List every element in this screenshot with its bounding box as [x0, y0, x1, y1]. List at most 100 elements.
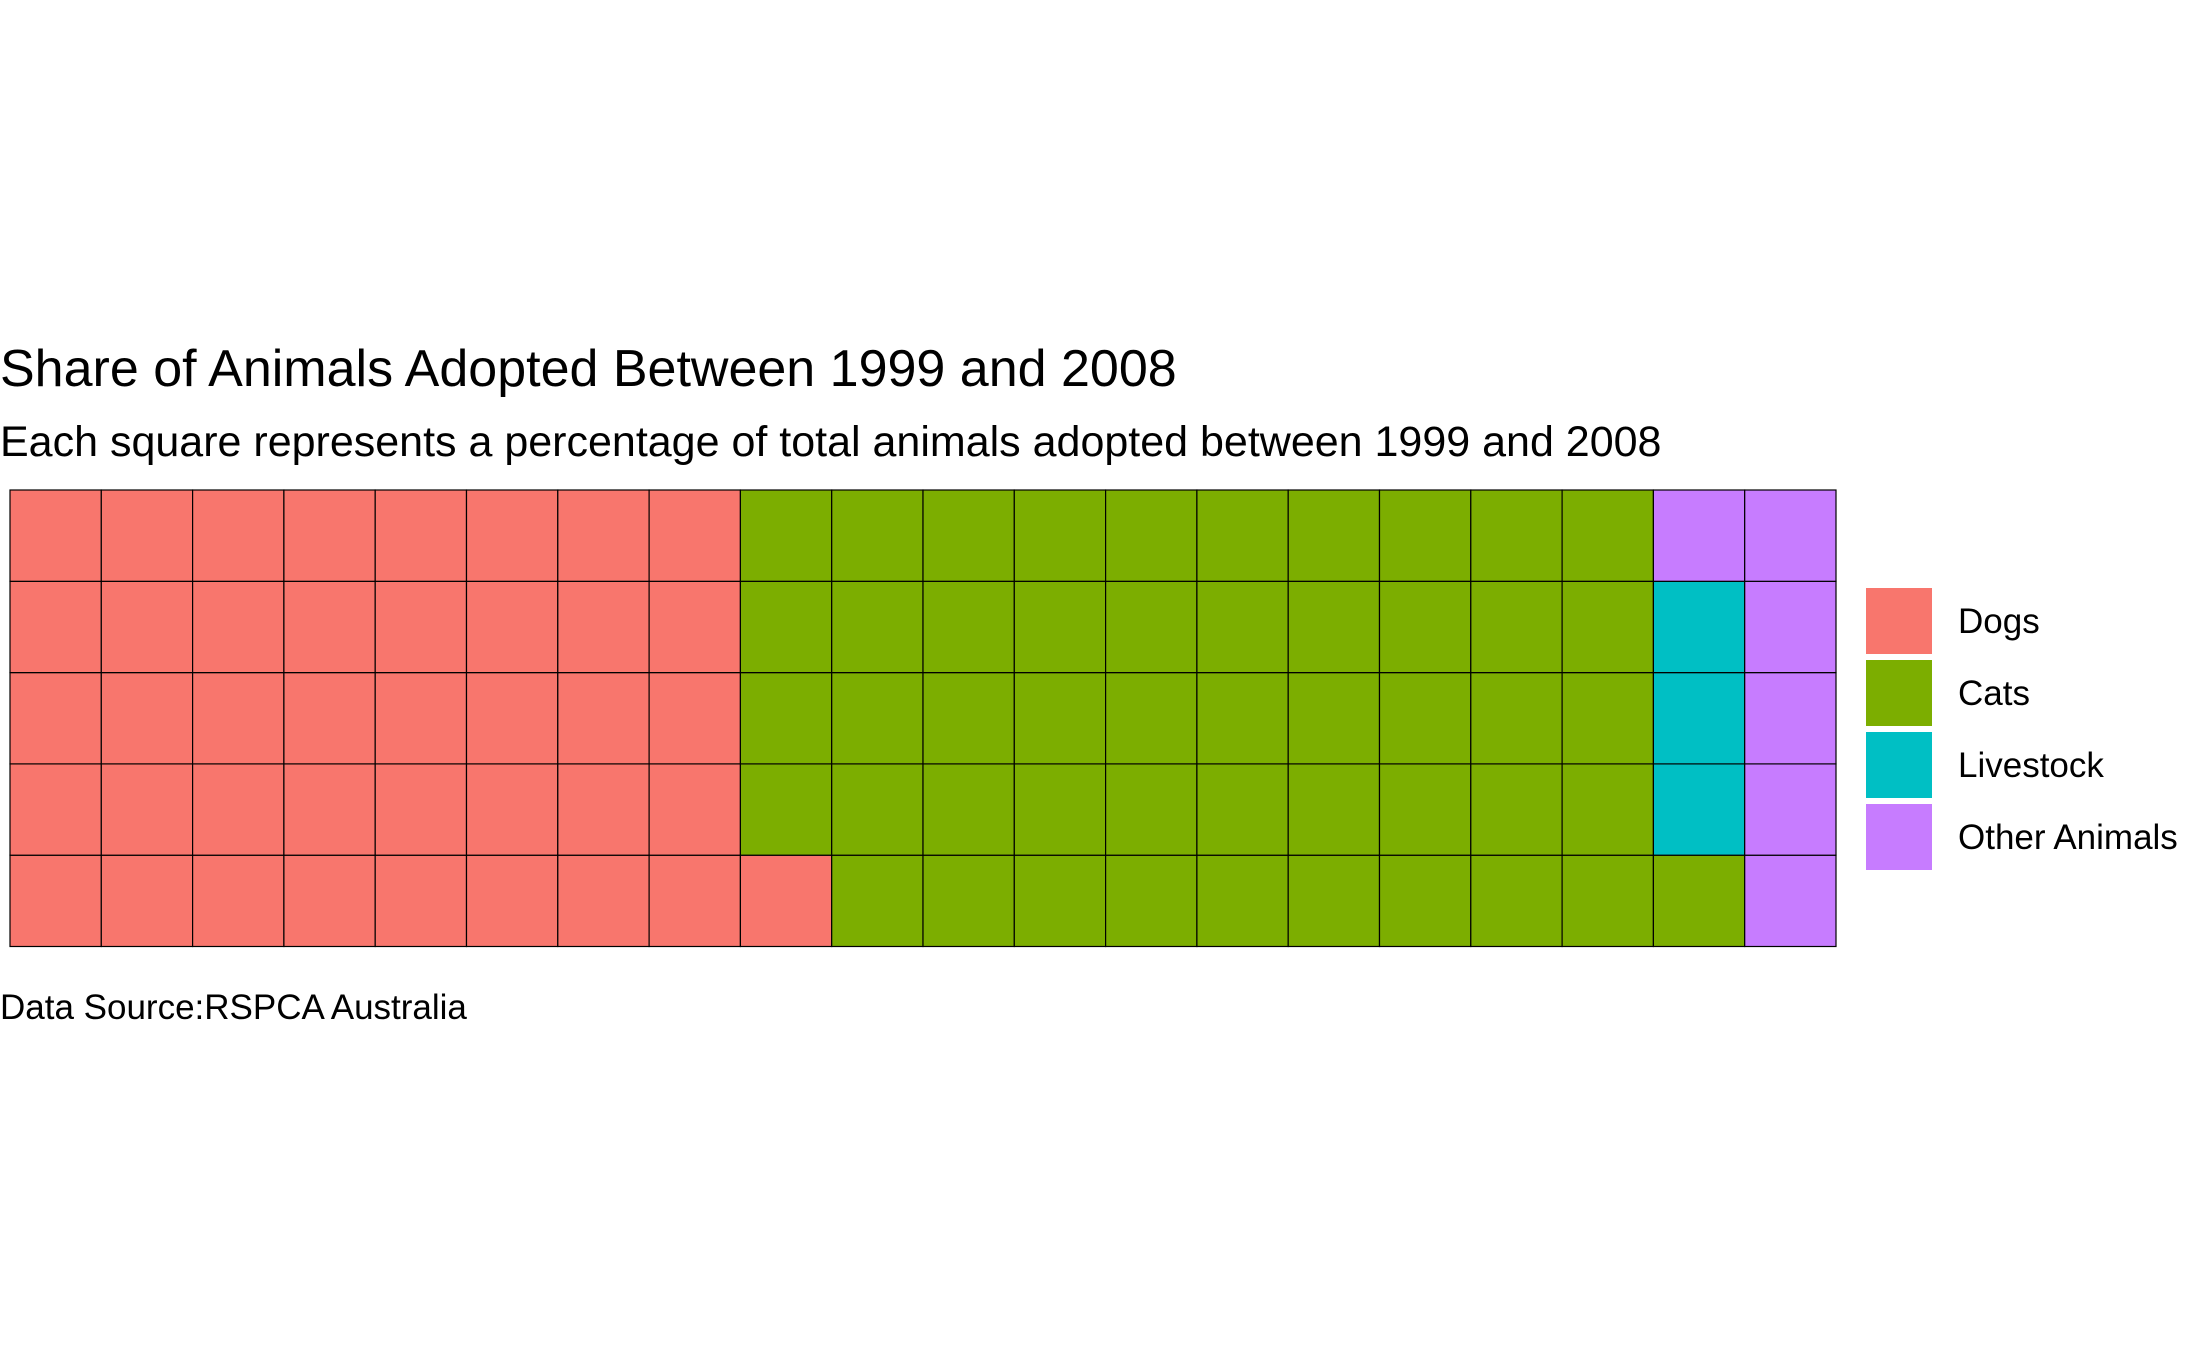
waffle-square-cats [1287, 763, 1381, 856]
waffle-square-dogs [100, 854, 194, 948]
waffle-square-dogs [9, 854, 102, 948]
chart-caption: Data Source:RSPCA Australia [0, 988, 467, 1027]
waffle-square-cats [1378, 854, 1472, 948]
legend-key-livestock [1866, 732, 1932, 798]
waffle-square-dogs [557, 489, 650, 582]
waffle-square-cats [1104, 763, 1198, 856]
legend-key-dogs [1866, 588, 1932, 654]
waffle-square-dogs [557, 580, 650, 674]
waffle-square-dogs [100, 580, 194, 674]
waffle-square-dogs [100, 671, 194, 765]
waffle-square-dogs [283, 763, 376, 856]
waffle-square-dogs [465, 580, 559, 674]
waffle-square-dogs [648, 580, 741, 674]
waffle-square-cats [1470, 763, 1563, 856]
waffle-square-dogs [374, 671, 468, 765]
waffle-square-cats [1196, 854, 1289, 948]
waffle-square-cats [1013, 580, 1107, 674]
waffle-square-dogs [739, 854, 833, 948]
waffle-square-cats [1561, 854, 1654, 948]
waffle-square-dogs [100, 763, 194, 856]
waffle-square-cats [1013, 854, 1107, 948]
waffle-square-cats [1104, 489, 1198, 582]
waffle-square-dogs [465, 763, 559, 856]
waffle-square-cats [1561, 763, 1654, 856]
waffle-square-dogs [192, 671, 285, 765]
waffle-square-dogs [557, 854, 650, 948]
waffle-square-livestock [1652, 763, 1746, 856]
waffle-square-dogs [374, 763, 468, 856]
waffle-grid [9, 489, 1837, 948]
waffle-square-dogs [465, 489, 559, 582]
waffle-square-other-animals [1744, 854, 1837, 948]
legend-label-other-animals: Other Animals [1958, 818, 2178, 857]
waffle-square-cats [1561, 489, 1654, 582]
waffle-square-cats [1378, 489, 1472, 582]
waffle-square-cats [1470, 489, 1563, 582]
waffle-square-other-animals [1744, 489, 1837, 582]
waffle-square-cats [1196, 580, 1289, 674]
chart-title: Share of Animals Adopted Between 1999 an… [0, 340, 1177, 398]
waffle-square-cats [1470, 671, 1563, 765]
waffle-square-dogs [9, 763, 102, 856]
waffle-square-cats [1104, 580, 1198, 674]
waffle-square-cats [1287, 489, 1381, 582]
waffle-square-cats [831, 580, 924, 674]
waffle-square-cats [739, 580, 833, 674]
waffle-square-cats [1196, 671, 1289, 765]
waffle-square-cats [1104, 854, 1198, 948]
waffle-square-other-animals [1744, 671, 1837, 765]
waffle-square-dogs [374, 854, 468, 948]
waffle-square-cats [922, 580, 1015, 674]
waffle-square-livestock [1652, 580, 1746, 674]
waffle-square-cats [1196, 489, 1289, 582]
waffle-square-dogs [283, 580, 376, 674]
chart-subtitle: Each square represents a percentage of t… [0, 418, 1661, 466]
waffle-square-dogs [192, 580, 285, 674]
waffle-square-livestock [1652, 671, 1746, 765]
waffle-square-cats [831, 671, 924, 765]
legend-label-dogs: Dogs [1958, 602, 2040, 641]
waffle-square-cats [831, 763, 924, 856]
waffle-square-cats [1470, 580, 1563, 674]
waffle-square-dogs [648, 671, 741, 765]
waffle-square-cats [1287, 580, 1381, 674]
waffle-square-cats [922, 671, 1015, 765]
waffle-square-dogs [557, 671, 650, 765]
waffle-square-other-animals [1744, 763, 1837, 856]
legend: Dogs Cats Livestock Other Animals [1866, 588, 2178, 870]
waffle-square-dogs [9, 671, 102, 765]
waffle-square-cats [1013, 763, 1107, 856]
waffle-square-other-animals [1652, 489, 1746, 582]
waffle-square-cats [739, 763, 833, 856]
waffle-square-cats [1378, 671, 1472, 765]
waffle-square-cats [739, 489, 833, 582]
waffle-square-dogs [192, 763, 285, 856]
waffle-square-cats [1652, 854, 1746, 948]
legend-key-other-animals [1866, 804, 1932, 870]
waffle-square-cats [1470, 854, 1563, 948]
waffle-square-cats [1013, 489, 1107, 582]
waffle-square-cats [739, 671, 833, 765]
waffle-square-dogs [192, 854, 285, 948]
waffle-square-dogs [648, 854, 741, 948]
waffle-square-dogs [192, 489, 285, 582]
waffle-square-cats [1196, 763, 1289, 856]
waffle-square-other-animals [1744, 580, 1837, 674]
waffle-square-dogs [374, 580, 468, 674]
legend-key-cats [1866, 660, 1932, 726]
waffle-square-dogs [283, 671, 376, 765]
waffle-square-cats [831, 854, 924, 948]
waffle-square-dogs [9, 489, 102, 582]
waffle-square-dogs [283, 854, 376, 948]
waffle-square-dogs [648, 489, 741, 582]
waffle-square-cats [1561, 671, 1654, 765]
waffle-square-cats [1287, 854, 1381, 948]
waffle-square-cats [1287, 671, 1381, 765]
waffle-square-dogs [557, 763, 650, 856]
waffle-square-dogs [374, 489, 468, 582]
waffle-square-cats [922, 854, 1015, 948]
waffle-square-cats [831, 489, 924, 582]
waffle-square-cats [1013, 671, 1107, 765]
